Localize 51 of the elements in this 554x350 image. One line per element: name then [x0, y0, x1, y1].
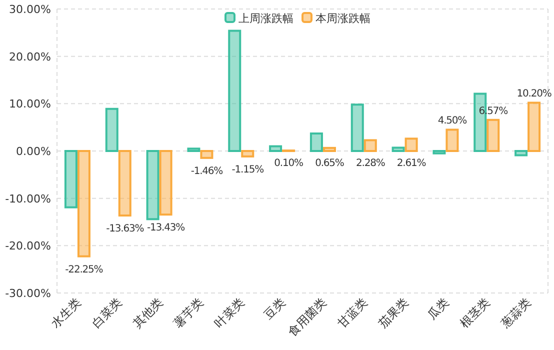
- y-tick-label: -20.00%: [5, 240, 51, 253]
- data-label: -1.46%: [190, 166, 223, 177]
- x-tick-label: 葱蒜类: [498, 295, 534, 331]
- bar: [446, 128, 459, 152]
- x-tick-label: 甘蓝类: [334, 295, 370, 331]
- bar: [200, 150, 214, 159]
- bar: [528, 102, 541, 152]
- y-tick-label: 0.00%: [16, 145, 51, 158]
- data-label: 0.65%: [315, 158, 344, 169]
- legend-label: 上周涨跌幅: [238, 12, 294, 25]
- bar: [146, 150, 160, 220]
- y-tick-label: 10.00%: [9, 98, 51, 111]
- bar: [269, 145, 282, 152]
- bar: [392, 146, 405, 152]
- bar: [514, 150, 528, 156]
- data-label: -1.15%: [232, 164, 264, 176]
- bar: [322, 146, 336, 152]
- data-label: 10.20%: [516, 88, 552, 100]
- bar: [310, 132, 323, 152]
- bar: [159, 150, 172, 216]
- data-label: -13.63%: [106, 224, 144, 235]
- bar: [228, 30, 242, 152]
- data-label: 2.61%: [396, 158, 426, 169]
- bar: [118, 150, 132, 217]
- bar: [364, 139, 377, 152]
- y-tick-label: -30.00%: [5, 287, 51, 300]
- x-tick-label: 茄果类: [376, 295, 411, 331]
- y-tick-label: -10.00%: [5, 192, 51, 206]
- bar: [64, 150, 78, 208]
- data-label: 0.10%: [274, 158, 304, 169]
- x-tick-label: 根茎类: [457, 295, 493, 331]
- x-tick-label: 其他类: [130, 295, 166, 331]
- bar: [105, 108, 118, 152]
- bar: [350, 104, 364, 152]
- bar: [432, 150, 446, 154]
- y-tick-label: 30.00%: [9, 3, 51, 16]
- legend-label: 本周涨跌幅: [316, 12, 370, 25]
- x-tick-label: 叶菜类: [212, 295, 248, 331]
- bar: [486, 118, 500, 152]
- data-label: -13.43%: [147, 222, 185, 234]
- x-tick-label: 白菜类: [89, 295, 124, 331]
- x-tick-label: 薯芋类: [170, 295, 206, 331]
- bar: [241, 150, 254, 158]
- bar: [187, 148, 200, 152]
- bar: [77, 150, 90, 258]
- x-tick-label: 瓜类: [424, 295, 452, 322]
- data-label: 4.50%: [438, 116, 467, 127]
- bar: [404, 138, 418, 152]
- data-label: -22.25%: [65, 264, 103, 276]
- y-tick-label: 20.00%: [9, 50, 51, 64]
- data-label: 2.28%: [356, 158, 385, 169]
